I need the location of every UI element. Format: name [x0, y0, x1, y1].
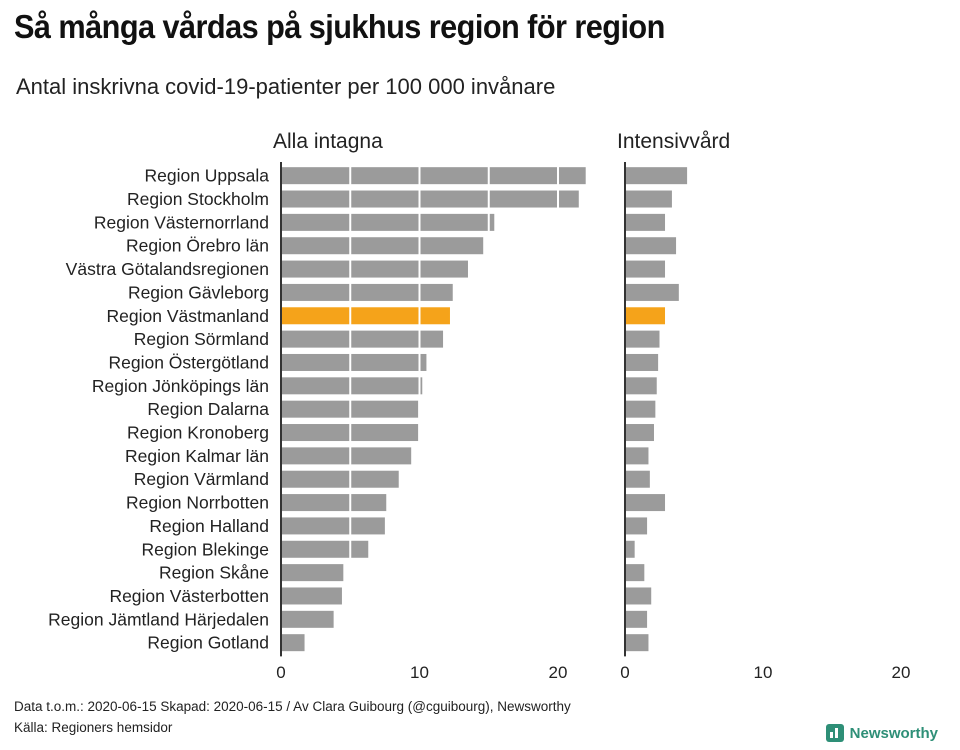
bar	[625, 307, 666, 325]
bar	[281, 330, 444, 348]
category-label: Region Norrbotten	[126, 493, 269, 513]
category-label: Region Halland	[149, 516, 269, 536]
bar	[625, 610, 648, 628]
bar	[281, 634, 305, 652]
category-label: Region Stockholm	[127, 189, 269, 209]
category-label: Region Västmanland	[107, 306, 269, 326]
bar	[625, 260, 666, 278]
bar	[625, 494, 666, 512]
bar	[625, 564, 645, 582]
category-label: Region Skåne	[159, 563, 269, 583]
chart-title: Så många vårdas på sjukhus region för re…	[14, 8, 665, 45]
category-label: Region Dalarna	[147, 399, 269, 419]
bar-chart-icon	[825, 724, 844, 742]
bar	[625, 447, 649, 465]
bar	[281, 237, 484, 255]
bar	[281, 213, 495, 231]
bar	[281, 260, 468, 278]
category-label: Region Örebro län	[126, 236, 269, 256]
bar	[625, 377, 657, 395]
tick-label: 10	[754, 663, 773, 682]
bar	[281, 470, 399, 488]
bar	[281, 377, 423, 395]
category-label: Region Jämtland Härjedalen	[48, 609, 269, 629]
bar	[625, 424, 654, 442]
bar	[281, 283, 453, 301]
bar	[625, 540, 635, 558]
bar	[625, 517, 648, 535]
category-label: Region Sörmland	[134, 329, 269, 349]
bar	[625, 167, 688, 185]
bar	[625, 353, 659, 371]
bar	[625, 587, 652, 605]
chart-subtitle: Antal inskrivna covid-19-patienter per 1…	[16, 74, 556, 99]
panel-title: Alla intagna	[273, 130, 383, 153]
tick-label: 10	[410, 663, 429, 682]
bar	[625, 400, 656, 418]
category-label: Region Uppsala	[144, 166, 269, 186]
tick-label: 20	[892, 663, 911, 682]
bar	[625, 470, 650, 488]
brand-name: Newsworthy	[849, 724, 938, 742]
tick-label: 0	[620, 663, 629, 682]
category-label: Region Kalmar län	[125, 446, 269, 466]
bar	[281, 447, 412, 465]
bar	[281, 517, 385, 535]
bar	[281, 494, 387, 512]
category-label: Region Kronoberg	[127, 423, 269, 443]
bar	[281, 564, 344, 582]
category-label: Region Gotland	[147, 633, 269, 653]
bar	[625, 634, 649, 652]
bar	[281, 353, 427, 371]
bar	[281, 167, 586, 185]
bar	[281, 190, 579, 208]
category-label: Region Västerbotten	[109, 586, 269, 606]
bar	[281, 610, 334, 628]
footer-credits: Data t.o.m.: 2020-06-15 Skapad: 2020-06-…	[14, 699, 571, 714]
tick-label: 20	[549, 663, 568, 682]
bar	[625, 330, 660, 348]
bar	[625, 237, 677, 255]
tick-label: 0	[276, 663, 285, 682]
bar	[625, 213, 666, 231]
bar	[625, 283, 679, 301]
bar	[625, 190, 672, 208]
footer-source: Källa: Regioners hemsidor	[14, 720, 173, 735]
brand-logo[interactable]: Newsworthy	[825, 724, 938, 742]
category-label: Västra Götalandsregionen	[66, 259, 269, 279]
category-label: Region Västernorrland	[94, 212, 269, 232]
category-label: Region Blekinge	[142, 539, 269, 559]
category-label: Region Östergötland	[108, 352, 269, 372]
category-label: Region Jönköpings län	[92, 376, 269, 396]
category-label: Region Gävleborg	[128, 282, 269, 302]
panel-title: Intensivvård	[617, 130, 730, 153]
category-label: Region Värmland	[134, 469, 269, 489]
bar	[281, 540, 369, 558]
bar	[281, 587, 342, 605]
bar	[281, 307, 450, 325]
